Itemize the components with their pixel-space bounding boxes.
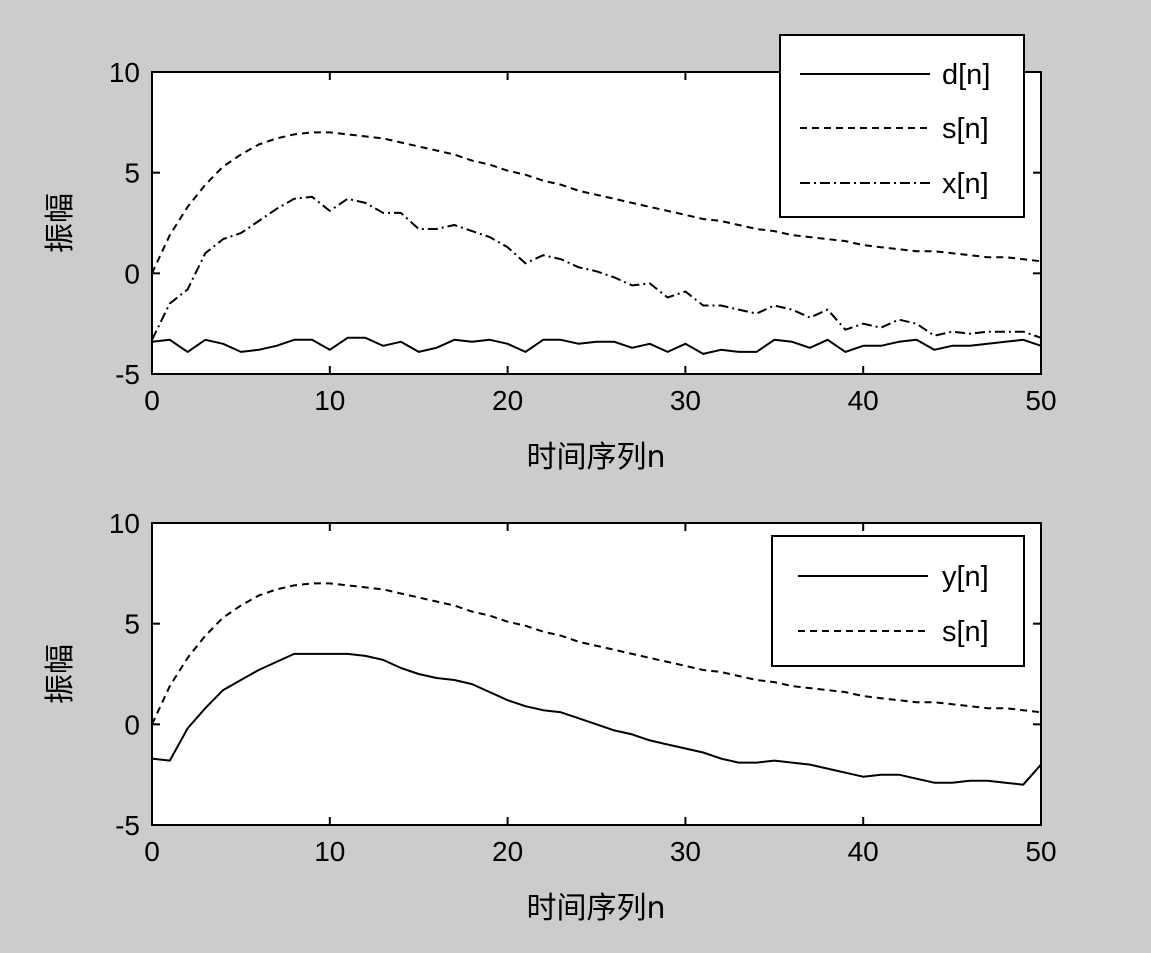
series-line-d (151, 336, 1042, 355)
x-tick-label: 0 (144, 836, 160, 867)
legend-top: d[n] s[n] x[n] (779, 34, 1025, 218)
y-tick-label: -5 (115, 810, 140, 841)
series-group-top (151, 131, 1042, 355)
series-line-y (151, 652, 1042, 786)
series-line-s (151, 131, 1042, 274)
y-axis-label-top: 振幅 (43, 193, 78, 253)
legend-box-bottom (771, 535, 1025, 667)
x-axis-label-top: 时间序列n (526, 440, 665, 475)
legend-bottom: y[n] s[n] (771, 535, 1025, 667)
x-tick-label: 50 (1025, 385, 1056, 416)
legend-box-top (779, 34, 1025, 218)
y-tick-label: 5 (124, 158, 140, 189)
legend-label-y: y[n] (942, 561, 989, 593)
y-tick-label: 10 (109, 57, 140, 88)
series-line-s (151, 582, 1042, 725)
x-tick-label: 0 (144, 385, 160, 416)
x-axis-label-bottom: 时间序列n (526, 891, 665, 926)
series-line-x (151, 195, 1042, 341)
y-axis-label-bottom: 振幅 (43, 644, 78, 704)
legend-label-x: x[n] (942, 168, 989, 200)
y-tick-label: -5 (115, 359, 140, 390)
y-tick-label: 5 (124, 609, 140, 640)
y-tick-label: 0 (124, 258, 140, 289)
x-tick-label: 40 (848, 836, 879, 867)
x-tick-label: 30 (670, 836, 701, 867)
y-tick-label: 0 (124, 709, 140, 740)
x-tick-label: 30 (670, 385, 701, 416)
x-tick-label: 50 (1025, 836, 1056, 867)
x-tick-label: 10 (314, 385, 345, 416)
legend-label-s2: s[n] (942, 616, 989, 648)
series-group-bottom (151, 582, 1042, 786)
legend-label-s: s[n] (942, 113, 989, 145)
x-tick-label: 20 (492, 385, 523, 416)
x-tick-label: 40 (848, 385, 879, 416)
y-tick-label: 10 (109, 508, 140, 539)
legend-label-d: d[n] (942, 59, 990, 91)
x-tick-label: 20 (492, 836, 523, 867)
x-tick-label: 10 (314, 836, 345, 867)
